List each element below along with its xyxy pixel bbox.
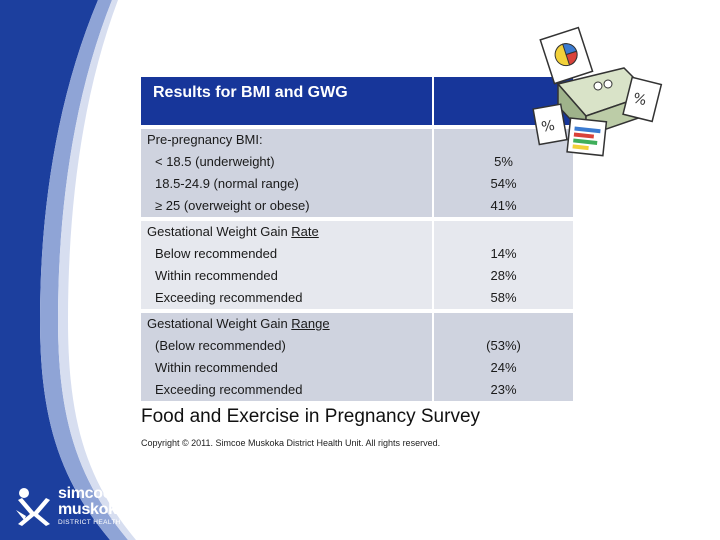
row-value-spacer (434, 313, 573, 335)
section-gwg-rate-values: 14% 28% 58% (433, 221, 573, 309)
table-header-title-cell: Results for BMI and GWG (141, 77, 434, 125)
section-heading-underlined: Rate (291, 224, 319, 239)
row-value-spacer (434, 221, 573, 243)
row-value: 24% (490, 360, 517, 375)
survey-title: Food and Exercise in Pregnancy Survey (141, 406, 481, 427)
row-value: 41% (490, 198, 517, 213)
row-label: Within recommended (155, 268, 278, 283)
section-bmi-labels: Pre-pregnancy BMI: < 18.5 (underweight) … (141, 129, 434, 217)
logo-line-2: muskoka (58, 501, 126, 518)
section-gwg-range: Gestational Weight Gain Range (Below rec… (141, 313, 573, 401)
logo-line-1: simcoe (58, 485, 112, 502)
people-figures-logo-icon (16, 488, 50, 526)
row-value: 14% (490, 246, 517, 261)
table-header-row: Results for BMI and GWG (141, 77, 573, 125)
logo-text: simcoe muskoka DISTRICT HEALTH UNIT (58, 486, 140, 527)
row-label: Below recommended (155, 246, 278, 261)
section-gwg-range-values: (53%) 24% 23% (433, 313, 573, 401)
copyright-notice: Copyright © 2011. Simcoe Muskoka Distric… (141, 438, 441, 448)
row-value: 5% (494, 154, 513, 169)
row-label: < 18.5 (underweight) (155, 154, 275, 169)
section-heading-text: Gestational Weight Gain (147, 316, 292, 331)
section-bmi-values: 5% 54% 41% (433, 129, 573, 217)
row-label: 18.5-24.9 (normal range) (155, 176, 299, 191)
row-value: 58% (490, 290, 517, 305)
section-gwg-rate-labels: Gestational Weight Gain Rate Below recom… (141, 221, 434, 309)
row-value: 23% (490, 382, 517, 397)
section-heading: Pre-pregnancy BMI: (141, 129, 432, 151)
row-label: Exceeding recommended (155, 382, 303, 397)
section-heading-underlined: Range (291, 316, 330, 331)
results-table: Results for BMI and GWG Pre-pregnancy BM… (141, 77, 573, 401)
row-value: 54% (490, 176, 517, 191)
section-heading-text: Gestational Weight Gain (147, 224, 292, 239)
simcoe-muskoka-logo: simcoe muskoka DISTRICT HEALTH UNIT (14, 486, 154, 530)
printer-with-reports-icon: % % (532, 26, 663, 157)
logo-line-3: DISTRICT HEALTH UNIT (58, 519, 140, 526)
row-value: 28% (490, 268, 517, 283)
row-label: ≥ 25 (overweight or obese) (155, 198, 310, 213)
section-heading-text: Pre-pregnancy BMI: (147, 132, 263, 147)
svg-text:%: % (631, 90, 648, 109)
section-bmi: Pre-pregnancy BMI: < 18.5 (underweight) … (141, 129, 573, 217)
table-header-title: Results for BMI and GWG (153, 84, 348, 101)
row-label: Exceeding recommended (155, 290, 303, 305)
section-gwg-rate: Gestational Weight Gain Rate Below recom… (141, 221, 573, 309)
section-heading: Gestational Weight Gain Rate (141, 221, 432, 243)
svg-text:%: % (540, 118, 556, 136)
row-label: Within recommended (155, 360, 278, 375)
section-heading: Gestational Weight Gain Range (141, 313, 432, 335)
row-value: (53%) (486, 338, 521, 353)
row-label: (Below recommended) (155, 338, 286, 353)
section-gwg-range-labels: Gestational Weight Gain Range (Below rec… (141, 313, 434, 401)
